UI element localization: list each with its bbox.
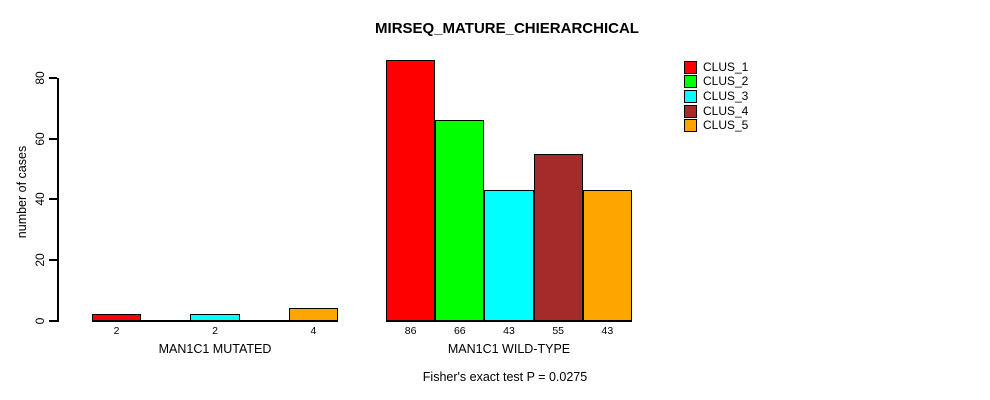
bar-value-label: 86 — [404, 325, 417, 337]
y-tick-mark — [49, 77, 57, 79]
y-tick-label: 0 — [33, 317, 47, 324]
y-tick-label: 60 — [33, 131, 47, 146]
legend-entry: CLUS_1 — [684, 60, 804, 75]
y-axis-label: number of cases — [15, 145, 29, 239]
legend-label: CLUS_2 — [703, 74, 749, 89]
bar-CLUS_5 — [288, 308, 338, 321]
legend-swatch-CLUS_1 — [684, 60, 697, 74]
bar-value-label: 2 — [113, 325, 120, 337]
bar-CLUS_3 — [190, 314, 240, 321]
legend-label: CLUS_3 — [703, 88, 749, 103]
legend-entry: CLUS_3 — [684, 89, 804, 104]
group-label-mutated: MAN1C1 MUTATED — [158, 342, 272, 356]
y-tick-mark — [49, 198, 57, 201]
bar-value-label: 43 — [601, 325, 614, 337]
bar-value-label: 66 — [453, 325, 466, 337]
bar-CLUS_5 — [582, 190, 632, 321]
y-tick-mark — [49, 137, 57, 140]
y-tick-label: 40 — [33, 192, 47, 206]
bar-value-label: 2 — [212, 325, 218, 337]
legend-entry: CLUS_5 — [684, 118, 804, 133]
bar-value-label: 4 — [310, 325, 317, 337]
bar-CLUS_2 — [435, 120, 485, 321]
bar-CLUS_4 — [533, 153, 583, 321]
legend-label: CLUS_4 — [703, 103, 749, 118]
legend-swatch-CLUS_2 — [684, 75, 697, 89]
legend: CLUS_1 CLUS_2 CLUS_3 CLUS_4 CLUS_5 — [684, 60, 804, 133]
legend-entry: CLUS_4 — [684, 104, 804, 119]
legend-entry: CLUS_2 — [684, 75, 804, 90]
bar-value-label: 55 — [552, 325, 565, 337]
y-tick-mark — [49, 258, 57, 261]
legend-swatch-CLUS_4 — [684, 104, 697, 118]
y-axis-line — [57, 78, 59, 322]
y-tick-mark — [49, 319, 57, 322]
chart-title: MIRSEQ_MATURE_CHIERARCHICAL — [375, 20, 639, 37]
y-tick-label: 80 — [33, 71, 47, 85]
bar-CLUS_1 — [386, 59, 436, 321]
legend-label: CLUS_5 — [703, 118, 749, 133]
group-baseline — [92, 319, 338, 322]
footnote-pvalue: Fisher's exact test P = 0.0275 — [422, 370, 588, 384]
bar-CLUS_3 — [484, 190, 534, 321]
legend-swatch-CLUS_5 — [684, 119, 697, 133]
legend-swatch-CLUS_3 — [684, 89, 697, 103]
y-tick-label: 20 — [33, 253, 47, 267]
group-baseline — [386, 319, 632, 322]
bar-value-label: 43 — [503, 325, 515, 337]
legend-label: CLUS_1 — [703, 59, 749, 74]
bar-CLUS_1 — [92, 314, 142, 321]
group-label-wild-type: MAN1C1 WILD-TYPE — [447, 342, 571, 356]
